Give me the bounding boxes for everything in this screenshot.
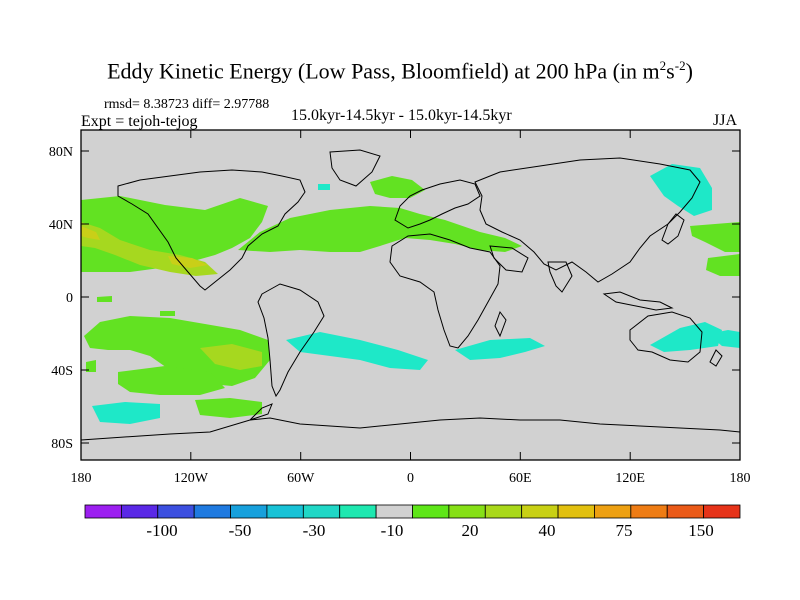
lon-axis: 180 120W 60W 0 60E 120E 180	[71, 130, 751, 486]
anomaly-region-south-pacific-low3	[86, 360, 96, 372]
colorbar-box	[630, 504, 668, 519]
colorbar-box	[120, 504, 159, 519]
lat-label: 40N	[49, 218, 73, 233]
anomaly-region-tropical-pacific-dot2	[160, 311, 175, 316]
coastlines	[81, 149, 740, 441]
coastline-arabia	[489, 245, 529, 273]
anomaly-region-south-pacific-core	[200, 344, 262, 370]
anomaly-region-west-pacific	[690, 222, 740, 252]
lat-label: 80N	[49, 145, 73, 160]
coastline-madagascar	[494, 310, 507, 338]
lat-label: 40S	[51, 364, 73, 379]
colorbar-label: -100	[146, 521, 177, 540]
anomaly-region-tropical-pacific-dot	[97, 296, 112, 302]
coastline-indonesia	[602, 291, 674, 311]
colorbar-box	[666, 504, 705, 519]
colorbar-box	[412, 504, 450, 519]
colorbar-label: -50	[229, 521, 252, 540]
anomaly-region-south-pacific-low2	[195, 398, 262, 418]
coastline-antarctica	[81, 417, 740, 441]
colorbar-label: -30	[303, 521, 326, 540]
colorbar-label: 75	[616, 521, 633, 540]
colorbar-label: 150	[688, 521, 714, 540]
lon-label: 180	[730, 471, 751, 486]
anomaly-region-north-atlantic-upper	[370, 176, 425, 198]
anomaly-region-south-indian-cyan	[455, 338, 545, 360]
anomaly-region-south-pacific-cyan	[92, 402, 160, 424]
lon-label: 120W	[174, 471, 209, 486]
colorbar-box	[484, 504, 523, 519]
colorbar-label: -10	[381, 521, 404, 540]
coastline-africa	[389, 233, 501, 349]
colorbar-box	[448, 504, 486, 519]
anomaly-contours	[81, 164, 740, 424]
anomaly-region-australia-cyan	[650, 322, 722, 352]
anomaly-region-south-pacific	[84, 316, 270, 386]
lat-label: 80S	[51, 437, 73, 452]
map-background	[81, 130, 740, 460]
anomaly-region-kamchatka	[650, 164, 712, 216]
lon-label: 60E	[509, 471, 532, 486]
colorbar-label: 40	[539, 521, 556, 540]
colorbar-label: 20	[462, 521, 479, 540]
anomaly-region-alaska-dot	[318, 184, 330, 190]
coastline-antarctic-peninsula	[249, 403, 273, 421]
colorbar-box	[339, 504, 377, 519]
lon-label: 120E	[615, 471, 645, 486]
coastline-new-zealand	[709, 349, 723, 367]
colorbar-box	[521, 504, 559, 519]
coastline-india	[547, 261, 573, 293]
coastline-asia	[474, 157, 701, 283]
coastline-australia	[629, 311, 703, 363]
lat-axis: 80N 40N 0 40S 80S	[49, 145, 740, 452]
colorbar-box	[302, 504, 341, 519]
coastline-europe	[394, 179, 481, 229]
anomaly-region-east-asia	[706, 254, 740, 276]
colorbar-box	[594, 504, 632, 519]
colorbar-box	[230, 504, 268, 519]
colorbar-box	[266, 504, 304, 519]
colorbar-box	[193, 504, 231, 519]
lat-label: 0	[66, 291, 73, 306]
coastline-greenland	[329, 149, 381, 187]
anomaly-region-australia-cyan2	[708, 330, 740, 348]
lon-label: 0	[407, 471, 414, 486]
coastline-south-america	[257, 283, 325, 398]
lon-label: 60W	[287, 471, 315, 486]
season-label: JJA	[713, 112, 738, 129]
coastline-japan	[661, 213, 685, 245]
colorbar-box	[703, 504, 741, 519]
colorbar-box	[157, 504, 195, 519]
anomaly-region-south-atlantic-cyan	[286, 332, 428, 370]
coastline-north-america	[117, 169, 306, 291]
anomaly-region-south-pacific-lower	[118, 366, 225, 395]
period-label: 15.0kyr-14.5kyr - 15.0kyr-14.5kyr	[291, 107, 512, 124]
colorbar-box	[375, 504, 413, 519]
colorbar-box	[84, 504, 122, 519]
experiment-label: Expt = tejoh-tejog	[81, 113, 198, 130]
stats-text: rmsd= 8.38723 diff= 2.97788	[104, 97, 270, 112]
colorbar	[84, 504, 741, 519]
lon-label: 180	[71, 471, 92, 486]
colorbar-labels: -100 -50 -30 -10 20 40 75 150	[146, 521, 713, 540]
plot-title: Eddy Kinetic Energy (Low Pass, Bloomfiel…	[107, 58, 693, 84]
colorbar-box	[557, 504, 595, 519]
